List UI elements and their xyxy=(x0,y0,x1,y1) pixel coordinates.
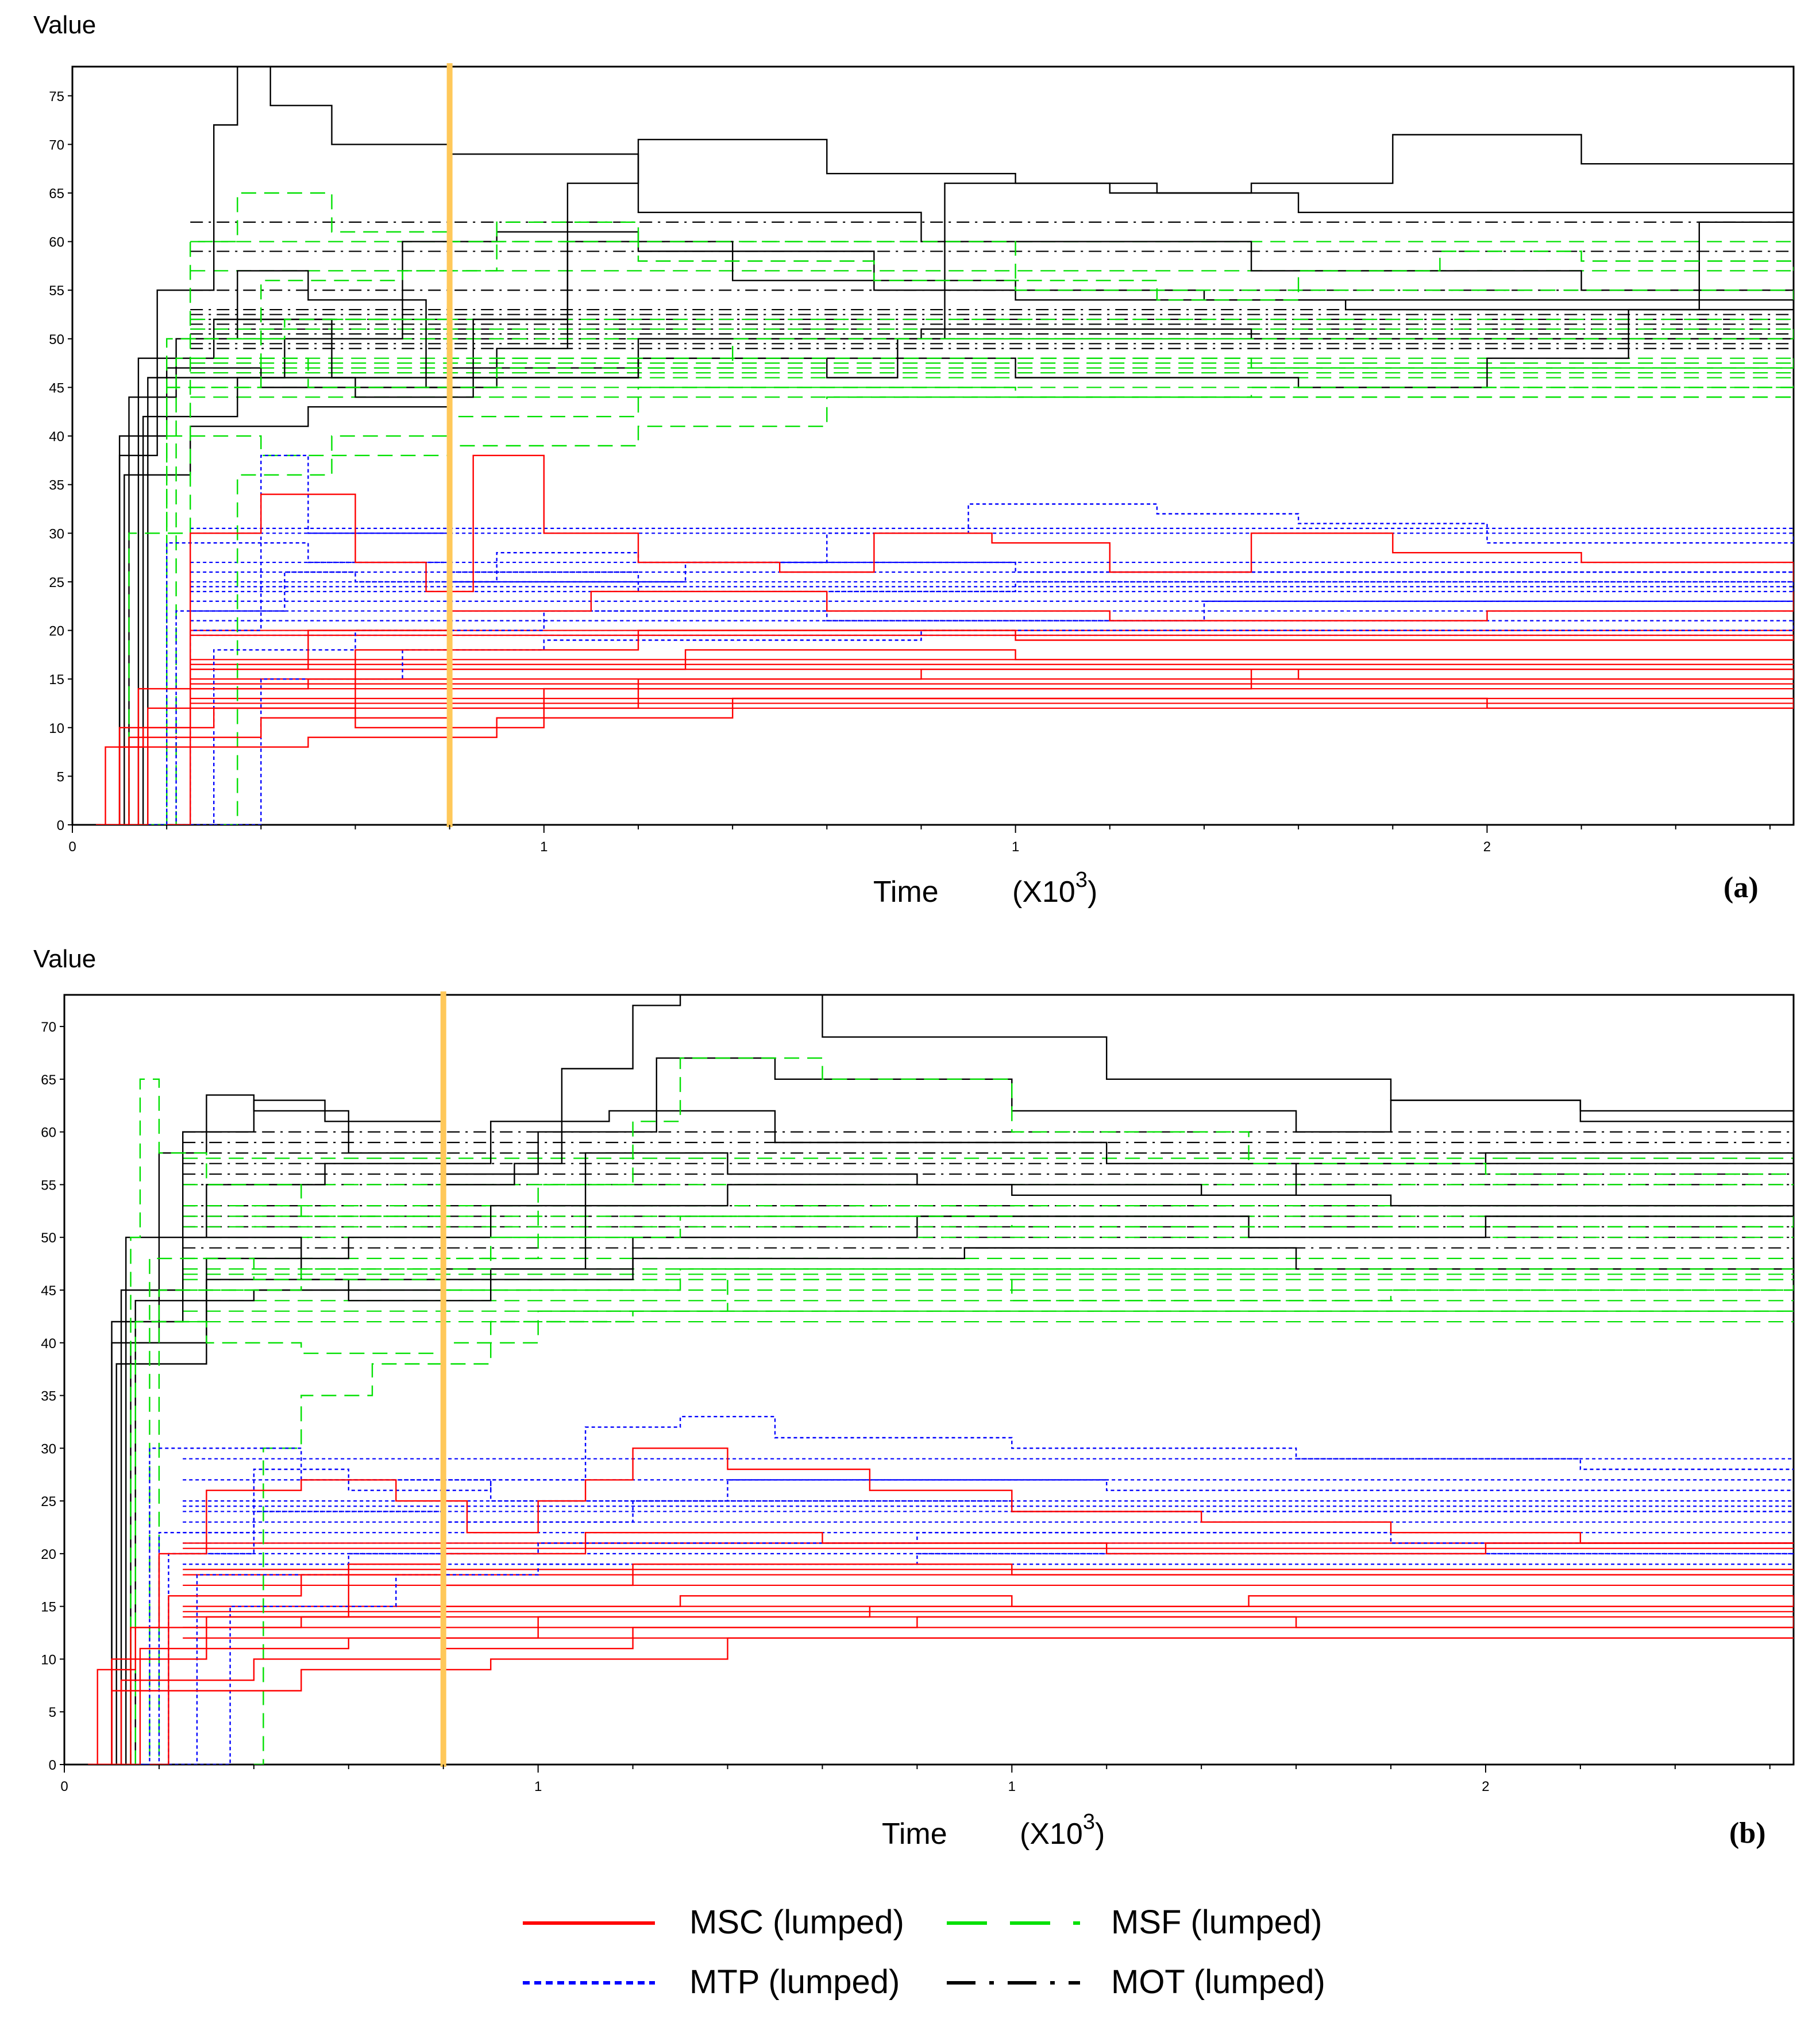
series-line-20 xyxy=(110,669,1794,825)
plot-clip-group xyxy=(88,995,1794,1765)
y-tick-label-5: 25 xyxy=(41,1494,56,1510)
legend: MSC (lumped) MSF (lumped) MTP (lumped) M… xyxy=(523,1904,1325,2001)
panel-b: Value 0 5 10 15 20 25 30 35 40 45 50 55 60 65 70 0 1 1 2 T… xyxy=(33,945,1795,1851)
legend-label-msc: MSC (lumped) xyxy=(689,1904,904,1941)
legend-label-mtp: MTP (lumped) xyxy=(689,1963,900,2001)
y-tick-label-4: 20 xyxy=(49,624,64,639)
x-tick-label-3: 2 xyxy=(1482,1779,1489,1794)
panel-a-xunit-base: (X10 xyxy=(1012,875,1075,909)
series-line-8 xyxy=(111,1279,1794,1765)
y-tick-label-8: 40 xyxy=(41,1336,56,1352)
y-tick-label-15: 75 xyxy=(49,89,64,105)
y-tick-label-8: 40 xyxy=(49,429,64,445)
series-line-1 xyxy=(97,1057,1794,1765)
panel-a-plot-frame xyxy=(71,65,1795,826)
series-line-0 xyxy=(96,67,1794,825)
series-line-14 xyxy=(168,1532,1794,1765)
panel-b-xunit-close: ) xyxy=(1095,1817,1105,1851)
y-tick-label-10: 50 xyxy=(41,1230,56,1246)
y-tick-label-12: 60 xyxy=(41,1125,56,1141)
y-tick-label-3: 15 xyxy=(49,672,64,688)
y-tick-label-3: 15 xyxy=(41,1600,56,1615)
panel-b-plot-area: 0 5 10 15 20 25 30 35 40 45 50 55 60 65 70 0 1 1 2 xyxy=(41,991,1794,1794)
x-tick-label-2: 1 xyxy=(1012,839,1019,855)
series-line-19 xyxy=(101,590,1794,825)
panel-a-plot-area: 0 5 10 15 20 25 30 35 40 45 50 55 60 65 70 75 0 1 1 2 xyxy=(49,63,1794,855)
panel-a-ylabel: Value xyxy=(33,11,96,39)
series-line-9 xyxy=(121,1215,1794,1765)
y-tick-label-11: 55 xyxy=(49,283,64,299)
x-tick-label-3: 2 xyxy=(1483,839,1491,855)
panel-a-xunit-close: ) xyxy=(1088,875,1097,909)
series-line-10 xyxy=(253,1310,1794,1765)
y-tick-label-2: 10 xyxy=(49,721,64,736)
y-tick-label-10: 50 xyxy=(49,332,64,348)
panel-a-xunit-exp: 3 xyxy=(1075,868,1088,892)
y-tick-label-7: 35 xyxy=(41,1389,56,1404)
y-tick-label-14: 70 xyxy=(41,1020,56,1035)
series-line-6 xyxy=(97,1110,1794,1765)
panel-b-label: (b) xyxy=(1729,1817,1766,1850)
y-tick-label-6: 30 xyxy=(49,526,64,542)
series-line-4 xyxy=(92,1184,1794,1765)
y-tick-label-13: 65 xyxy=(49,186,64,202)
y-tick-label-9: 45 xyxy=(49,380,64,396)
y-tick-label-13: 65 xyxy=(41,1072,56,1088)
y-tick-label-4: 20 xyxy=(41,1547,56,1562)
y-tick-label-11: 55 xyxy=(41,1178,56,1193)
y-tick-label-14: 70 xyxy=(49,137,64,153)
y-tick-label-6: 30 xyxy=(41,1441,56,1457)
y-tick-label-9: 45 xyxy=(41,1283,56,1299)
y-tick-label-12: 60 xyxy=(49,235,64,250)
y-tick-label-1: 5 xyxy=(57,769,64,785)
panel-a-xlabel: Time xyxy=(873,875,939,909)
y-tick-label-0: 0 xyxy=(49,1758,56,1773)
series-line-21 xyxy=(105,697,1794,825)
series-line-18 xyxy=(96,454,1794,825)
panel-b-xunit-base: (X10 xyxy=(1020,1817,1083,1851)
series-line-15 xyxy=(121,1447,1794,1765)
x-tick-label-2: 1 xyxy=(1008,1779,1016,1794)
series-line-22 xyxy=(111,1595,1794,1765)
x-tick-label-1: 1 xyxy=(534,1779,542,1794)
series-line-18 xyxy=(92,1532,1794,1765)
y-tick-label-5: 25 xyxy=(49,575,64,590)
x-tick-label-0: 0 xyxy=(68,839,76,855)
series-line-20 xyxy=(97,1637,1794,1765)
panel-b-xunit-exp: 3 xyxy=(1083,1810,1095,1834)
series-line-10 xyxy=(129,329,1794,825)
series-line-7 xyxy=(126,1057,1794,1765)
panel-b-plot-frame xyxy=(63,994,1795,1766)
y-tick-label-2: 10 xyxy=(41,1652,56,1667)
panel-a-xunit: (X103) xyxy=(1012,868,1097,909)
series-line-9 xyxy=(119,377,1794,825)
series-line-16 xyxy=(187,1553,1794,1765)
series-line-5 xyxy=(107,1247,1794,1765)
x-tick-label-1: 1 xyxy=(540,839,547,855)
y-tick-label-0: 0 xyxy=(57,818,64,833)
series-line-8 xyxy=(143,221,1794,825)
panel-a-label: (a) xyxy=(1723,871,1759,904)
legend-label-mot: MOT (lumped) xyxy=(1111,1963,1325,2001)
series-line-7 xyxy=(114,192,1794,825)
panel-b-xunit: (X103) xyxy=(1020,1810,1105,1851)
y-tick-label-1: 5 xyxy=(49,1705,56,1720)
series-line-17 xyxy=(88,1447,1794,1765)
series-line-23 xyxy=(119,669,1794,825)
legend-label-msf: MSF (lumped) xyxy=(1111,1904,1322,1941)
series-line-12 xyxy=(130,1416,1794,1765)
series-line-19 xyxy=(102,1616,1794,1765)
y-tick-label-7: 35 xyxy=(49,478,64,493)
panel-b-ylabel: Value xyxy=(33,945,96,973)
x-tick-label-0: 0 xyxy=(60,1779,68,1794)
plot-clip-group xyxy=(96,67,1794,825)
panel-a: Value 0 5 10 15 20 25 30 35 40 45 50 55 60 65 70 75 0 1 1 2… xyxy=(33,11,1795,909)
series-line-15 xyxy=(190,600,1794,825)
panel-b-xlabel: Time xyxy=(882,1817,947,1851)
